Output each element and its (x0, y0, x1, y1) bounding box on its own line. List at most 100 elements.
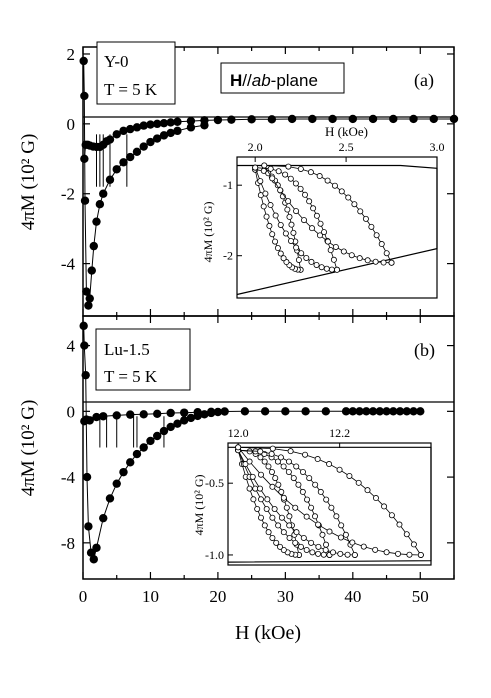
panel-b-data-point (179, 416, 189, 425)
ib-loop-point (257, 454, 264, 461)
panel-a-ytick-label: -4 (61, 255, 76, 274)
panel-b-data-point (193, 411, 202, 421)
ib-loop-point (364, 487, 371, 494)
ia-loop-point (330, 256, 337, 263)
ib-loop-point (277, 543, 284, 550)
ib-loop-point (302, 451, 309, 458)
ib-loop-point (328, 504, 335, 511)
ia-loop-point (297, 165, 304, 172)
ia-loop-point (277, 187, 284, 194)
ib-loop-point (344, 551, 351, 558)
panel-a-data-point (92, 217, 101, 226)
ia-loop-point (282, 230, 289, 237)
panel-a-data-point (153, 134, 162, 143)
panel-a-data-point (159, 118, 169, 128)
panel-b-inset: 4πM (10² G) 12.0 12.2 -0.5 -1.0 (192, 426, 432, 566)
ia-loop-point (332, 243, 339, 250)
ib-loop-point (306, 475, 313, 482)
ia-loop-point (373, 232, 380, 239)
ib-loop-point (322, 546, 329, 553)
ib-loop-point (280, 546, 287, 553)
panel-b-data-point (146, 436, 155, 446)
ib-loop-point (286, 534, 293, 541)
ib-loop-point (396, 521, 403, 528)
ib-loop-point (257, 471, 264, 478)
ib-xtick-label: 12.0 (228, 426, 249, 440)
panel-a-ytick-label: 0 (67, 115, 76, 134)
panel-b-data-point (79, 321, 88, 331)
panel-b-ytick-label: 4 (67, 337, 76, 356)
panel-b-data-point (173, 419, 182, 428)
panel-a-data-point (200, 121, 209, 130)
ib-loop-point (410, 541, 417, 548)
panel-b-data-point (281, 407, 290, 416)
ib-loop-point (323, 496, 330, 503)
ib-loop-point (308, 539, 315, 546)
panel-a-data-point (166, 118, 175, 127)
panel-b-x-ticks (82, 316, 455, 579)
panel-b-data-point (416, 407, 425, 416)
panel-b-data-point (126, 410, 135, 419)
ib-loop-point (329, 549, 336, 556)
ia-loop-point (316, 173, 323, 180)
panel-b-data-point (213, 407, 223, 417)
ib-xtick-label: 12.2 (329, 426, 350, 440)
panel-b-data-point (409, 407, 418, 416)
ia-loop-point (313, 212, 320, 219)
ib-loop-point (249, 473, 256, 480)
x-tick-label: 0 (79, 587, 88, 606)
ib-loop-point (269, 445, 276, 452)
panel-b-frame (82, 315, 455, 580)
panel-b-data-point (139, 410, 148, 419)
ib-loop-point (349, 539, 356, 546)
ib-loop-point (278, 514, 285, 521)
ia-loop-point (310, 205, 317, 212)
ia-loop-point (269, 231, 276, 238)
panel-a-data-point (146, 137, 155, 147)
panel-b-ytick-label: -4 (61, 468, 76, 487)
ib-loop-point (285, 468, 292, 475)
ia-loop-point (285, 198, 292, 205)
ia-ytick-label: -2 (223, 249, 233, 263)
panel-b-ytick-label: 0 (67, 402, 76, 421)
panel-b: 4 0 -4 -8 Lu-1.5 T = 5 K (b) 4πM (10² G) 12… (61, 315, 455, 580)
ia-loop-point (288, 221, 295, 228)
ib-loop-point (287, 448, 294, 455)
ib-loop-point (272, 475, 279, 482)
panel-a-data-point (119, 126, 128, 136)
ia-loop-point (260, 203, 267, 210)
ib-loop-point (278, 488, 285, 495)
panel-a-ytick-label: 2 (67, 45, 76, 64)
panel-a-data-point (173, 126, 182, 136)
ib-loop-point (333, 513, 340, 520)
panel-a-data-point (287, 114, 297, 124)
ib-loop-point (315, 550, 322, 557)
ia-loop-point (338, 188, 345, 195)
ib-ytick-label: -1.0 (205, 548, 224, 562)
panel-a-curves (79, 56, 459, 310)
panel-b-label: (b) (414, 340, 435, 361)
panel-b-data-point (355, 407, 364, 416)
ib-loop-point (290, 475, 297, 482)
panel-b-data-point (105, 494, 115, 503)
ib-loop-point (372, 546, 379, 553)
panel-a-data-point (85, 294, 94, 303)
panel-b-data-point (166, 422, 175, 432)
panel-a-data-point (99, 189, 108, 198)
ia-loop-point (295, 256, 302, 263)
field-orientation-label: H//ab-plane (230, 71, 318, 90)
panel-a-data-point (308, 114, 317, 124)
ia-loop-point (317, 220, 324, 227)
x-tick-label: 20 (209, 587, 226, 606)
panel-a-data-point (267, 115, 277, 124)
ib-loop-point (317, 488, 324, 495)
ib-loop-point (338, 522, 345, 529)
ib-loop-point (269, 514, 276, 521)
ia-loop-point (287, 175, 294, 182)
ia-loop-point (368, 223, 375, 230)
ia-loop-point (308, 225, 315, 232)
panel-a-data-point (153, 119, 162, 129)
ib-loop-point (292, 539, 299, 546)
panel-b-data-point (153, 431, 162, 441)
panel-b-data-point (92, 412, 101, 422)
